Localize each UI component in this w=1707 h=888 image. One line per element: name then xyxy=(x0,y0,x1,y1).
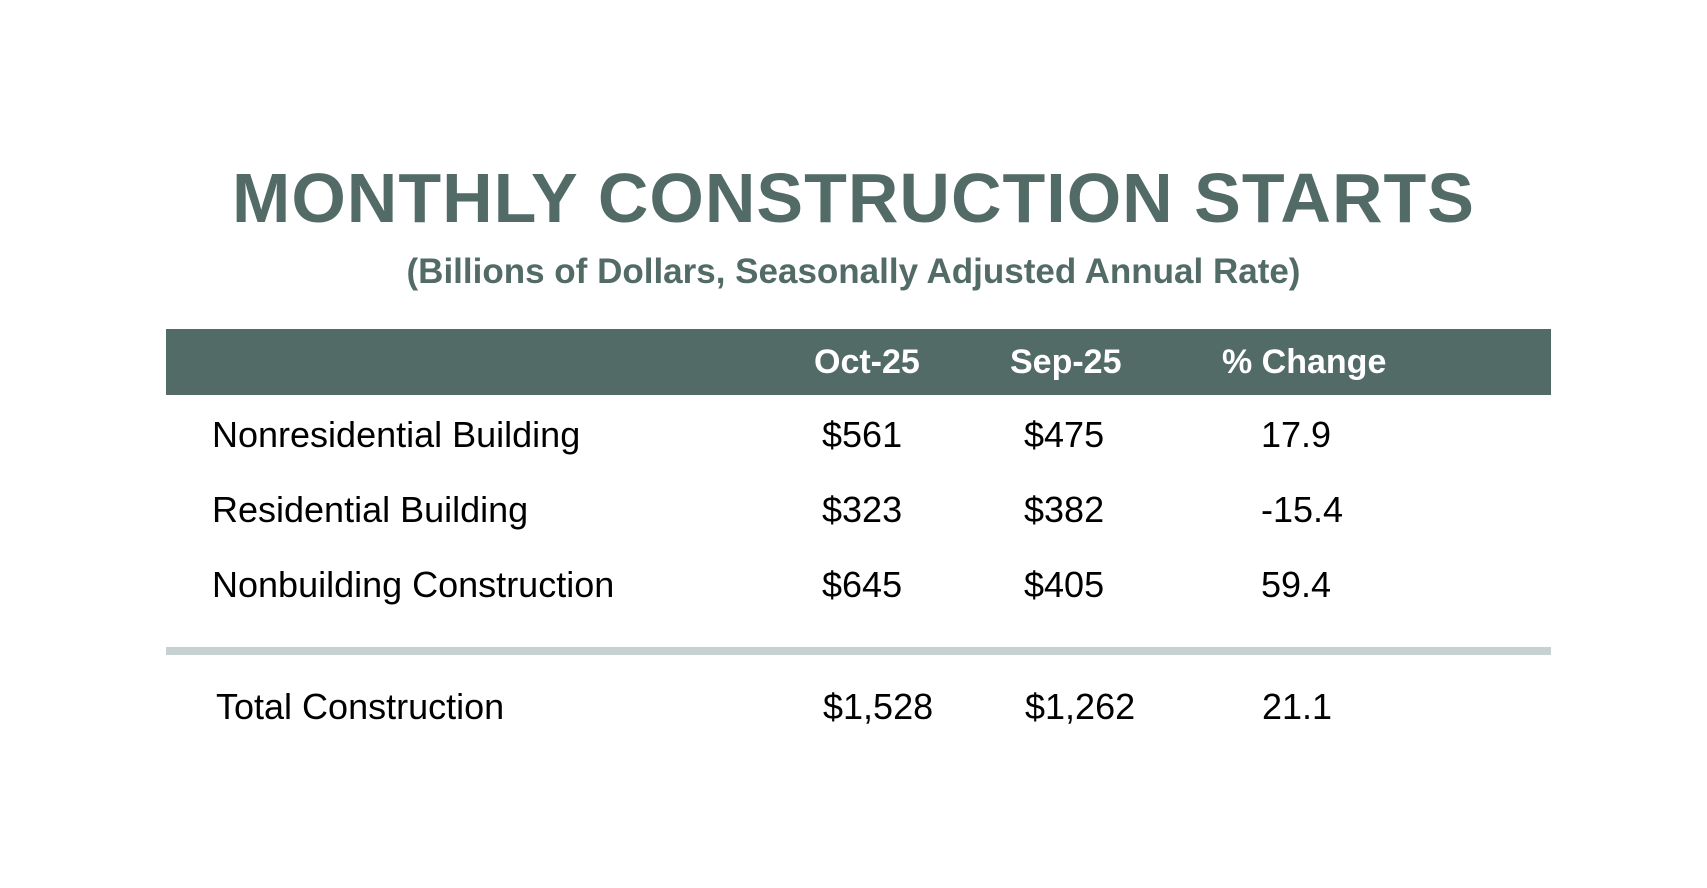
cell-sep-25: $475 xyxy=(1024,414,1105,455)
row-label: Nonresidential Building xyxy=(212,414,581,455)
cell-oct-25: $645 xyxy=(822,564,903,605)
cell-oct-25: $1,528 xyxy=(823,686,934,727)
chart-subtitle: (Billions of Dollars, Seasonally Adjuste… xyxy=(406,252,1301,291)
table-row-nonresidential: Nonresidential Building $561 $475 17.9 xyxy=(166,405,1551,465)
cell-sep-25: $405 xyxy=(1024,564,1105,605)
cell-sep-25: $382 xyxy=(1024,489,1105,530)
table-header: Oct-25 Sep-25 % Change xyxy=(166,329,1551,395)
cell-oct-25: $561 xyxy=(822,414,903,455)
column-header-oct-25: Oct-25 xyxy=(814,343,920,381)
row-label: Nonbuilding Construction xyxy=(212,564,615,605)
table-row-residential: Residential Building $323 $382 -15.4 xyxy=(166,480,1551,540)
table-row-nonbuilding: Nonbuilding Construction $645 $405 59.4 xyxy=(166,555,1551,615)
column-header-percent-change: % Change xyxy=(1222,343,1387,381)
column-header-sep-25: Sep-25 xyxy=(1010,343,1122,381)
cell-percent-change: 59.4 xyxy=(1261,564,1332,605)
total-divider xyxy=(166,647,1551,655)
cell-sep-25: $1,262 xyxy=(1025,686,1136,727)
row-label: Total Construction xyxy=(216,686,505,727)
table-row-total: Total Construction $1,528 $1,262 21.1 xyxy=(166,677,1551,737)
cell-percent-change: 17.9 xyxy=(1261,414,1332,455)
cell-percent-change: 21.1 xyxy=(1262,686,1333,727)
chart-title: MONTHLY CONSTRUCTION STARTS xyxy=(232,159,1475,237)
cell-oct-25: $323 xyxy=(822,489,903,530)
row-label: Residential Building xyxy=(212,489,529,530)
cell-percent-change: -15.4 xyxy=(1261,489,1344,530)
